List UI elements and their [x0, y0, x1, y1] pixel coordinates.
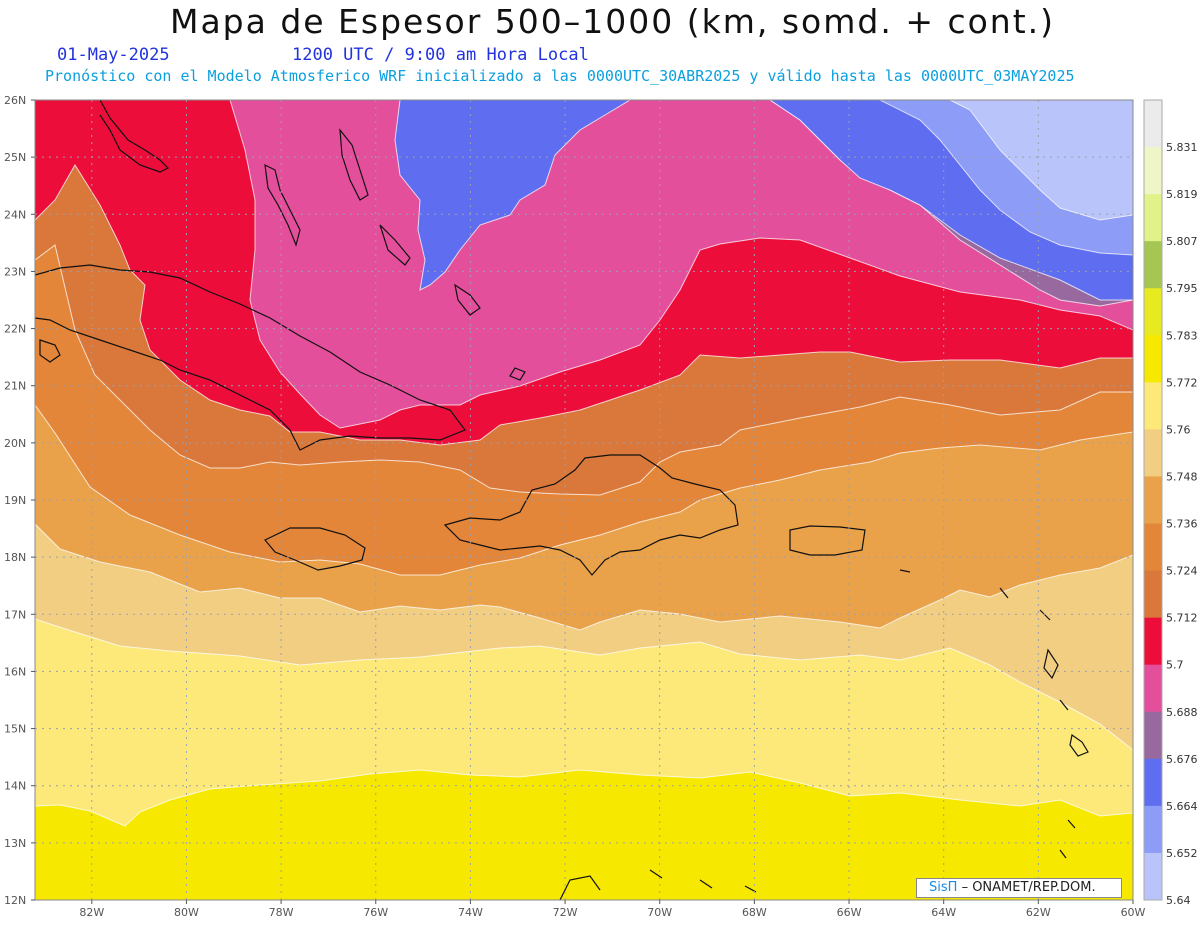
- colorbar-swatch: [1144, 805, 1162, 854]
- colorbar-label: 5.807: [1166, 235, 1198, 248]
- coast-bahamas-4: [454, 283, 481, 316]
- colorbar-label: 5.819: [1166, 188, 1198, 201]
- lon-label: 62W: [1026, 906, 1051, 919]
- colorbar-label: 5.76: [1166, 423, 1191, 436]
- contour-lines: [35, 100, 1133, 827]
- axis-labels: 26N 25N 24N 23N 22N 21N 20N 19N 18N 17N 16N 15N 14N 1…: [4, 94, 1146, 919]
- coast-cuba: [35, 264, 466, 451]
- coast-lesser-antilles: [899, 569, 1089, 859]
- lat-label: 13N: [4, 837, 26, 850]
- colorbar-label: 5.724: [1166, 565, 1198, 578]
- colorbar-swatch: [1144, 335, 1162, 383]
- map-title: Mapa de Espesor 500–1000 (km, somd. + co…: [169, 2, 1056, 41]
- lon-label: 70W: [647, 906, 672, 919]
- coast-south-america: [559, 869, 757, 900]
- colorbar-swatch: [1144, 852, 1162, 901]
- colorbar-swatch: [1144, 382, 1162, 430]
- lat-label: 15N: [4, 723, 26, 736]
- graticule: [35, 100, 1133, 900]
- colorbar-frame: [1143, 99, 1163, 901]
- forecast-time: 1200 UTC / 9:00 am Hora Local: [292, 45, 589, 65]
- lat-label: 23N: [4, 265, 26, 278]
- lat-label: 17N: [4, 608, 26, 621]
- lon-label: 80W: [174, 906, 199, 919]
- colorbar-swatch: [1144, 664, 1162, 713]
- colorbar-label: 5.772: [1166, 376, 1198, 389]
- colorbar-label: 5.664: [1166, 800, 1198, 813]
- coastlines: [35, 100, 1089, 900]
- colorbar-label: 5.7: [1166, 659, 1184, 672]
- lat-label: 22N: [4, 323, 26, 336]
- colorbar-swatch: [1144, 100, 1162, 148]
- lon-label: 66W: [837, 906, 862, 919]
- colorbar-label: 5.795: [1166, 282, 1198, 295]
- colorbar-swatch: [1144, 241, 1162, 289]
- colorbar-label: 5.64: [1166, 894, 1191, 907]
- coast-bahamas-3: [379, 224, 411, 266]
- coast-turks: [509, 367, 526, 381]
- lat-label: 20N: [4, 437, 26, 450]
- lon-label: 60W: [1121, 906, 1146, 919]
- colorbar-swatch: [1144, 429, 1162, 477]
- colorbar-label: 5.688: [1166, 706, 1198, 719]
- lat-label: 26N: [4, 94, 26, 107]
- coast-florida: [99, 100, 170, 173]
- lon-label: 72W: [553, 906, 578, 919]
- colorbar-swatch: [1144, 523, 1162, 572]
- lat-label: 12N: [4, 894, 26, 907]
- coast-puerto-rico: [789, 525, 866, 556]
- colorbar-swatch: [1144, 758, 1162, 807]
- colorbar-label: 5.652: [1166, 847, 1198, 860]
- colorbar-swatch: [1144, 147, 1162, 195]
- lat-label: 21N: [4, 380, 26, 393]
- lon-label: 74W: [458, 906, 483, 919]
- coast-hispaniola: [443, 454, 739, 576]
- forecast-date: 01-May-2025: [57, 45, 170, 65]
- lon-label: 68W: [742, 906, 767, 919]
- colorbar-label: 5.831: [1166, 141, 1198, 154]
- sispi-logo: SisΠ: [929, 880, 958, 895]
- colorbar-label: 5.748: [1166, 470, 1198, 483]
- credit-box: SisΠ – ONAMET/REP.DOM.: [916, 878, 1122, 898]
- colorbar: 5.831 5.819 5.807 5.795 5.783 5.772 5.76 5.748 5…: [1143, 99, 1198, 907]
- model-info: Pronóstico con el Modelo Atmosferico WRF…: [45, 67, 1075, 85]
- region-5772: [190, 861, 1133, 900]
- credit-text: – ONAMET/REP.DOM.: [961, 880, 1096, 895]
- lon-label: 82W: [79, 906, 104, 919]
- colorbar-label: 5.783: [1166, 329, 1198, 342]
- colorbar-swatch: [1144, 476, 1162, 525]
- lat-label: 18N: [4, 551, 26, 564]
- lat-label: 19N: [4, 494, 26, 507]
- colorbar-swatch: [1144, 570, 1162, 619]
- lat-label: 25N: [4, 151, 26, 164]
- lat-label: 16N: [4, 665, 26, 678]
- lon-label: 78W: [269, 906, 294, 919]
- lon-label: 64W: [931, 906, 956, 919]
- colorbar-swatch: [1144, 194, 1162, 242]
- lat-label: 14N: [4, 780, 26, 793]
- lon-label: 76W: [363, 906, 388, 919]
- thickness-field: [35, 100, 1133, 900]
- colorbar-label: 5.712: [1166, 612, 1198, 625]
- coast-isla-juventud: [39, 339, 61, 363]
- colorbar-label: 5.736: [1166, 518, 1198, 531]
- coast-bahamas-2: [339, 128, 369, 201]
- coast-bahamas-1: [264, 163, 301, 247]
- lat-label: 24N: [4, 208, 26, 221]
- colorbar-swatch: [1144, 711, 1162, 760]
- colorbar-swatch: [1144, 617, 1162, 666]
- colorbar-swatch: [1144, 288, 1162, 336]
- colorbar-label: 5.676: [1166, 753, 1198, 766]
